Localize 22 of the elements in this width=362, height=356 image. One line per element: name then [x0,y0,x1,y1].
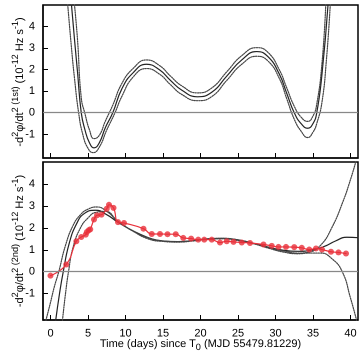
x-tick-label: 15 [156,328,170,340]
y-tick-label: 3 [28,42,35,54]
x-tick-label: 20 [194,328,207,340]
x-tick-label: 5 [84,328,92,340]
y-tick-label: -1 [25,288,35,300]
y-tick-label: 4 [28,178,35,190]
y-tick-label: 3 [28,200,35,212]
x-tick-label: 0 [47,328,54,340]
y-tick-label: 2 [28,222,35,234]
y-tick-label: 4 [28,20,35,33]
y-tick-label: -1 [25,128,35,140]
y-tick-label: 2 [28,64,35,76]
x-tick-label: 35 [306,328,320,340]
x-axis-title: Time (days) since T$_{0}$ (MJD 55479.81229) [98,338,302,352]
x-tick-label: 25 [232,328,244,340]
x-tick-label: 30 [269,328,282,340]
x-tick-label: 40 [344,328,357,340]
y-tick-label: 1 [28,244,35,256]
x-tick-label: 10 [119,328,132,340]
y-tick-label: 0 [28,266,35,278]
y-tick-label: 1 [28,85,35,98]
y-tick-label: 0 [28,106,35,119]
